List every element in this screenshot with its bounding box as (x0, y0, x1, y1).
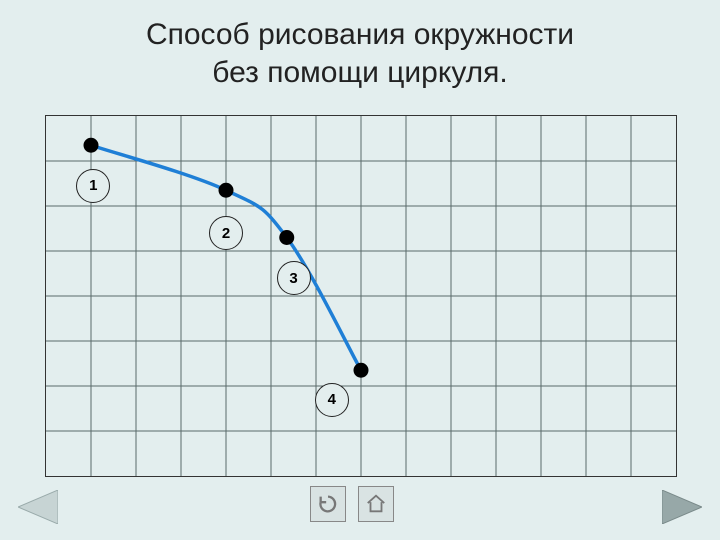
home-button[interactable] (358, 486, 394, 522)
point-label-4: 4 (315, 383, 349, 417)
page-title: Способ рисования окружности без помощи ц… (0, 0, 720, 91)
next-button[interactable] (662, 490, 702, 524)
curve-point-3 (279, 230, 294, 245)
grid-diagram: 1 23 4 (45, 115, 677, 477)
curve-point-2 (219, 183, 234, 198)
prev-button[interactable] (18, 490, 58, 524)
curve-point-1 (84, 138, 99, 153)
title-line-2: без помощи циркуля. (212, 56, 508, 89)
point-label-2: 2 (209, 216, 243, 250)
undo-button[interactable] (310, 486, 346, 522)
curve-point-4 (354, 363, 369, 378)
point-label-1: 1 (76, 169, 110, 203)
title-line-1: Способ рисования окружности (146, 18, 574, 51)
point-label-3: 3 (277, 261, 311, 295)
